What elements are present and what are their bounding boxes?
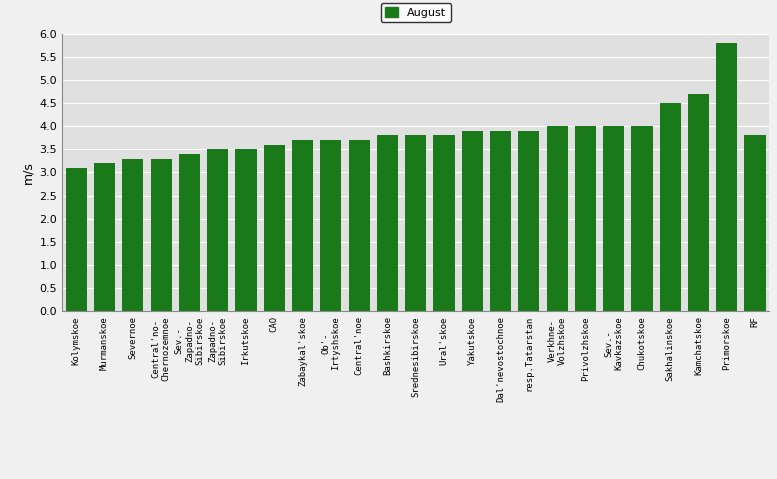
Bar <box>377 136 398 311</box>
Bar <box>179 154 200 311</box>
Bar <box>320 140 341 311</box>
Bar <box>94 163 115 311</box>
Legend: August: August <box>381 3 451 23</box>
Y-axis label: m/s: m/s <box>21 161 34 184</box>
Bar <box>744 136 765 311</box>
Bar <box>660 103 681 311</box>
Bar <box>151 159 172 311</box>
Bar <box>235 149 256 311</box>
Bar <box>518 131 539 311</box>
Bar <box>292 140 313 311</box>
Bar <box>207 149 228 311</box>
Bar <box>632 126 653 311</box>
Bar <box>462 131 483 311</box>
Bar <box>66 168 87 311</box>
Bar <box>263 145 285 311</box>
Bar <box>405 136 427 311</box>
Bar <box>546 126 568 311</box>
Bar <box>575 126 596 311</box>
Bar <box>603 126 624 311</box>
Bar <box>434 136 455 311</box>
Bar <box>716 43 737 311</box>
Bar <box>688 94 709 311</box>
Bar <box>122 159 144 311</box>
Bar <box>349 140 370 311</box>
Bar <box>490 131 511 311</box>
